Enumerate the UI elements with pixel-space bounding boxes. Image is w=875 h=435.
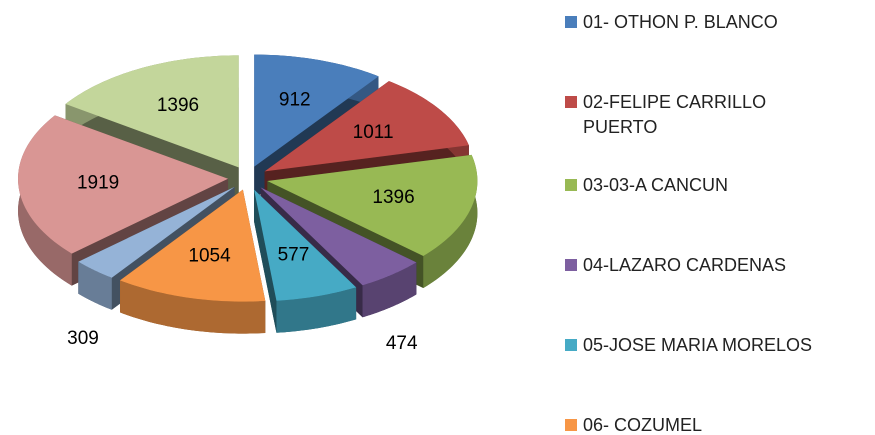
data-label: 577	[278, 245, 310, 266]
slice-top	[254, 54, 379, 167]
legend-item: 02-FELIPE CARRILLO PUERTO	[565, 90, 830, 140]
slice-top	[65, 55, 239, 168]
legend-item: 01- OTHON P. BLANCO	[565, 10, 830, 35]
legend-swatch	[565, 419, 577, 431]
pie-slice	[254, 189, 357, 333]
slice-top	[78, 186, 235, 278]
pie-slice	[120, 189, 266, 334]
slice-top	[264, 81, 469, 172]
legend-swatch	[565, 16, 577, 28]
slice-wall	[276, 287, 357, 333]
legend-item: 06- COZUMEL	[565, 413, 830, 435]
legend-item: 03-03-A CANCUN	[565, 173, 830, 198]
legend-label: 06- COZUMEL	[583, 415, 703, 435]
data-label: 912	[279, 90, 311, 111]
legend-swatch	[565, 259, 577, 271]
data-label: 1396	[157, 95, 199, 116]
data-label: 309	[67, 328, 99, 349]
slice-top	[267, 154, 478, 256]
legend-swatch	[565, 179, 577, 191]
slice-top	[254, 189, 357, 301]
legend-label: 05-JOSE MARIA MORELOS	[583, 335, 813, 355]
legend-label: 04-LAZARO CARDENAS	[583, 255, 787, 275]
slice-wall	[78, 261, 112, 310]
legend-label: 02-FELIPE CARRILLO PUERTO	[583, 92, 767, 137]
slice-top	[120, 189, 266, 302]
legend-label: 01- OTHON P. BLANCO	[583, 12, 778, 32]
slice-wall	[120, 280, 266, 334]
data-label: 1396	[372, 187, 414, 208]
legend-item: 05-JOSE MARIA MORELOS	[565, 333, 830, 358]
data-label: 1011	[353, 122, 394, 143]
slice-top	[18, 115, 229, 254]
legend-label: 03-03-A CANCUN	[583, 175, 729, 195]
pie-plot: 912 1011 1396 474 577 1054 309 1919 1396	[18, 54, 478, 354]
slice-side	[254, 189, 277, 333]
data-label: 474	[386, 333, 418, 354]
legend-swatch	[565, 96, 577, 108]
data-label: 1054	[188, 246, 231, 267]
data-label: 1919	[77, 172, 119, 193]
slice-wall	[423, 154, 478, 288]
slice-top	[260, 187, 417, 286]
legend-swatch	[565, 339, 577, 351]
legend-item: 04-LAZARO CARDENAS	[565, 253, 830, 278]
slice-wall	[362, 262, 417, 318]
